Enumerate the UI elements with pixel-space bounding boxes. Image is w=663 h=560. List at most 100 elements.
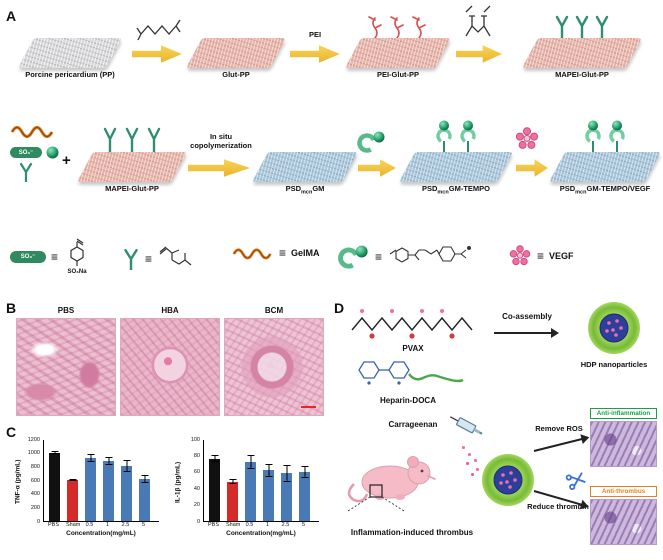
tempo-lollipops-icon [398,118,514,152]
y-tick-label: 0 [36,518,40,525]
pvax-label: PVAX [402,344,424,353]
bar-group [139,440,150,521]
psdgm-scaffold-icon [252,152,358,182]
bar [139,478,150,521]
coassembly-label: Co-assembly [502,312,552,321]
pp-scaffold-icon [18,38,122,68]
y-tick-label: 40 [193,485,200,492]
bar [227,481,238,521]
gm-monomer-icon [18,162,34,187]
label-base: PSD [559,184,576,193]
step-pei-glut-pp: PEI-Glut-PP [344,14,452,80]
label-rest: GM-TEMPO/VEGF [586,184,651,193]
step-label: PSDmcnGM-TEMPO/VEGF [559,184,651,196]
error-bar [87,454,94,463]
scissors-icon [565,470,589,496]
anti-thrombus-outcome: Anti-thrombus [590,486,657,545]
bar-group [121,440,132,521]
pvax-structure-icon [348,306,478,347]
arrow-copolymerization [188,159,250,177]
label-base: PSD [285,184,301,193]
so3-pill-text: SO₃⁻ [18,150,34,156]
reduce-thrombin-label: Reduce thrombin [527,502,589,511]
tempo-anchor-icon [356,130,386,159]
step-label: PEI-Glut-PP [376,70,420,79]
x-tick-label: Sham [66,522,81,528]
legend-gm: ≡ [122,244,197,274]
gelma-chain-icon [232,248,272,260]
anti-thrombus-histology [590,499,657,545]
mapei-glut-pp-scaffold-icon [522,38,642,68]
plot-area [43,440,159,522]
x-tick-label: 5 [141,522,146,528]
label-sub: mcn [575,189,587,196]
step-mapei-glut-pp-2: MAPEI-Glut-PP [76,118,188,194]
y-tick-label: 800 [30,463,40,470]
mouse-icon [347,456,436,512]
heparin-doca-label: Heparin-DOCA [379,396,436,405]
step-label: MAPEI-Glut-PP [105,184,159,193]
remove-ros-label: Remove ROS [535,424,583,433]
bar-group [281,440,292,521]
anti-thrombus-label: Anti-thrombus [590,486,657,497]
pei-chains-icon [344,14,452,38]
hdp-nanoparticles-label: HDP nanoparticles [580,360,648,369]
y-tick-label: 0 [196,518,200,525]
bar-group [245,440,256,521]
x-tick-label: 0.5 [85,522,94,528]
remove-ros-arrow [533,437,583,452]
error-bar [105,457,112,465]
y-tick-label: 200 [30,504,40,511]
methacrylate-groups-icon [506,14,658,38]
y-tick-label: 20 [193,502,200,509]
x-tick-label: Sham [226,522,241,528]
vegf-molecules-icon [514,126,540,157]
glutaraldehyde-structure-icon [134,16,184,47]
bar-group [67,440,78,521]
mapei-glut-pp-scaffold-icon [77,152,187,182]
error-bar [211,455,218,462]
arrow-tempo [358,159,396,177]
y-axis-ticks: 0 200 400 600 800 1000 1200 [24,437,43,524]
bar-group [227,440,238,521]
legend-gelma: ≡ GelMA [232,246,320,260]
y-axis-ticks: 0 20 40 60 80 100 [184,437,203,524]
tempo-anchor-icon [338,245,368,269]
label-sub: mcn [301,189,313,196]
x-tick-label: 2.5 [121,522,130,528]
heparin-doca-structure-icon [348,356,468,399]
error-bar [123,460,130,473]
y-tick-label: 600 [30,477,40,484]
error-bar [51,450,58,455]
gelma-label: GelMA [291,248,320,258]
arrow-methacrylation [456,45,502,63]
anti-inflammation-label: Anti-inflammation [590,408,657,419]
panel-c-label: C [6,424,17,440]
x-axis-ticks: PBS Sham 0.5 1 2.5 5 [203,522,319,528]
legend-vegf: ≡ VEGF [508,244,574,268]
bar [103,460,114,521]
tempo-vegf-groups-icon [550,118,660,152]
tnf-alpha-chart: TNF-α (pg/mL) 0 200 400 600 800 1000 1200 PBS S… [12,434,159,537]
bar-group [49,440,60,521]
il1b-chart: IL-1β (pg/mL) 0 20 40 60 80 100 PBS Sham 0.5 1 2.… [172,434,319,537]
histology-image-pbs [16,318,116,416]
pei-glut-pp-scaffold-icon [345,38,451,68]
x-axis-ticks: PBS Sham 0.5 1 2.5 5 [43,522,159,528]
glut-pp-scaffold-icon [186,38,286,68]
label-rest: GM-TEMPO [448,184,490,193]
label-sub: mcn [437,189,449,196]
bar [85,458,96,521]
plot-column: PBS Sham 0.5 1 2.5 5 Concentration(mg/mL) [203,434,319,537]
y-tick-label: 400 [30,491,40,498]
deco-empty [186,14,286,38]
anti-inflammation-outcome: Anti-inflammation [590,408,657,467]
methacrylate-groups-icon [76,118,188,152]
error-bar [69,478,76,482]
histology-label-hba: HBA [161,306,179,315]
plot-column: PBS Sham 0.5 1 2.5 5 Concentration(mg/mL) [43,434,159,537]
step-porcine-pericardium: Porcine pericardium (PP) [10,14,130,80]
syringe-icon [443,408,487,446]
scale-bar [301,405,316,408]
styrene-sulfonate-structure-icon: SO₃Na [63,238,91,275]
